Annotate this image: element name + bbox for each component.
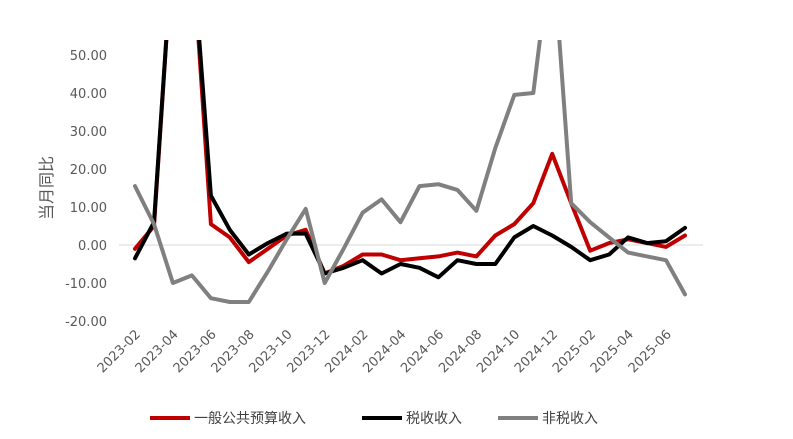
y-axis-ticks: -20.00 -10.00 0.00 10.00 20.00 30.00 40.00 50.0… <box>65 49 107 330</box>
series-lines <box>133 40 687 304</box>
y-tick-label: 50.00 <box>70 49 107 64</box>
y-tick-label: 20.00 <box>70 163 107 178</box>
series-line-3 <box>133 40 687 304</box>
y-axis-label: 当月同比 <box>37 156 56 220</box>
y-tick-label: -10.00 <box>65 277 107 292</box>
series-line-2 <box>133 40 687 280</box>
y-tick-label: 30.00 <box>70 125 107 140</box>
legend: 一般公共预算收入 税收收入 非税收入 <box>150 411 598 427</box>
y-tick-label: 0.00 <box>78 239 107 254</box>
y-tick-label: 10.00 <box>70 201 107 216</box>
x-axis-ticks: 2023-022023-042023-062023-082023-102023-… <box>95 327 675 376</box>
y-tick-label: 40.00 <box>70 87 107 102</box>
series-line-1 <box>133 40 687 276</box>
legend-label-3: 非税收入 <box>542 411 598 427</box>
y-tick-label: -20.00 <box>65 315 107 330</box>
legend-label-2: 税收收入 <box>406 411 462 427</box>
legend-label-1: 一般公共预算收入 <box>194 411 306 427</box>
